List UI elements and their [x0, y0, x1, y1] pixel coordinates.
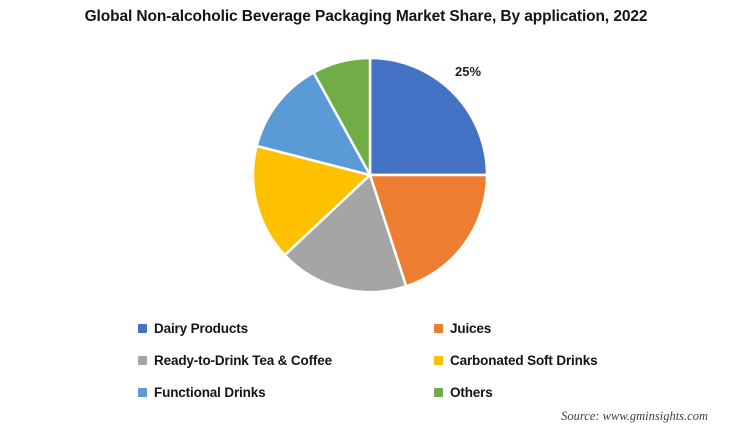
- legend-item-label: Juices: [450, 320, 492, 336]
- legend-item-label: Others: [450, 384, 493, 400]
- legend-item[interactable]: Dairy Products: [136, 321, 432, 336]
- legend-row: Dairy Products Juices: [136, 312, 606, 344]
- pie-slice[interactable]: [368, 173, 489, 288]
- pie-slice[interactable]: [368, 56, 489, 177]
- pie-slice-percentage-label: 25%: [455, 64, 482, 79]
- pie-slice[interactable]: [251, 144, 372, 257]
- legend-row: Functional Drinks Others: [136, 376, 606, 408]
- chart-legend: Dairy Products Juices Ready-to-Drink Tea &…: [136, 312, 606, 408]
- legend-item-label: Functional Drinks: [154, 384, 266, 400]
- legend-row: Ready-to-Drink Tea & Coffee Carbonated So…: [136, 344, 606, 376]
- legend-color-swatch-icon: [434, 323, 443, 333]
- legend-color-swatch-icon: [138, 355, 147, 365]
- legend-item-label: Dairy Products: [154, 320, 248, 336]
- chart-title: Global Non-alcoholic Beverage Packaging …: [84, 8, 648, 25]
- legend-item[interactable]: Juices: [432, 321, 606, 336]
- legend-item-label: Carbonated Soft Drinks: [450, 352, 598, 368]
- pie-slice[interactable]: [255, 71, 372, 177]
- legend-color-swatch-icon: [138, 323, 147, 333]
- legend-item-label: Ready-to-Drink Tea & Coffee: [154, 352, 332, 368]
- legend-item[interactable]: Functional Drinks: [136, 385, 432, 400]
- legend-color-swatch-icon: [434, 387, 443, 397]
- legend-color-swatch-icon: [434, 355, 443, 365]
- legend-item[interactable]: Carbonated Soft Drinks: [432, 353, 606, 368]
- pie-chart-svg: [251, 56, 489, 294]
- legend-item[interactable]: Others: [432, 385, 606, 400]
- legend-item[interactable]: Ready-to-Drink Tea & Coffee: [136, 353, 432, 368]
- legend-color-swatch-icon: [138, 387, 147, 397]
- pie-slice[interactable]: [283, 173, 408, 294]
- pie-slice-group: [251, 56, 489, 294]
- pie-chart: [251, 56, 489, 294]
- pie-slice[interactable]: [312, 56, 372, 177]
- source-attribution: Source: www.gminsights.com: [561, 409, 708, 423]
